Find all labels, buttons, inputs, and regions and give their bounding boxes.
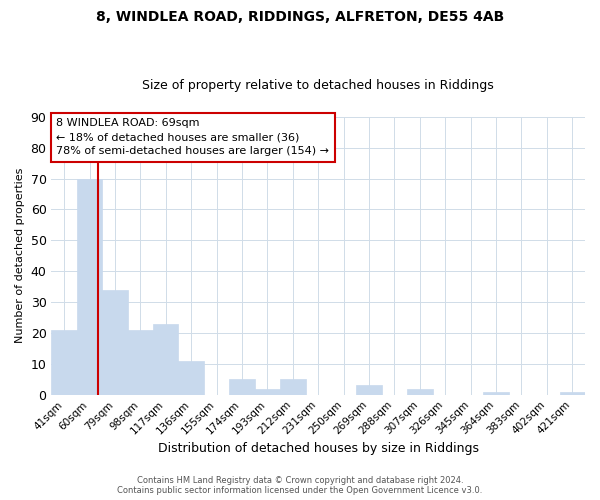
Bar [52, 330, 77, 394]
Bar [153, 324, 178, 394]
Text: Contains HM Land Registry data © Crown copyright and database right 2024.
Contai: Contains HM Land Registry data © Crown c… [118, 476, 482, 495]
Text: 8 WINDLEA ROAD: 69sqm
← 18% of detached houses are smaller (36)
78% of semi-deta: 8 WINDLEA ROAD: 69sqm ← 18% of detached … [56, 118, 329, 156]
Bar [178, 361, 204, 394]
Bar [280, 380, 305, 394]
Bar [356, 386, 382, 394]
Text: 8, WINDLEA ROAD, RIDDINGS, ALFRETON, DE55 4AB: 8, WINDLEA ROAD, RIDDINGS, ALFRETON, DE5… [96, 10, 504, 24]
Bar [102, 290, 128, 395]
Y-axis label: Number of detached properties: Number of detached properties [15, 168, 25, 344]
Bar [407, 388, 433, 394]
Bar [229, 380, 254, 394]
Bar [254, 388, 280, 394]
Bar [484, 392, 509, 394]
Bar [77, 178, 102, 394]
Bar [128, 330, 153, 394]
Bar [560, 392, 585, 394]
Title: Size of property relative to detached houses in Riddings: Size of property relative to detached ho… [142, 79, 494, 92]
X-axis label: Distribution of detached houses by size in Riddings: Distribution of detached houses by size … [158, 442, 479, 455]
